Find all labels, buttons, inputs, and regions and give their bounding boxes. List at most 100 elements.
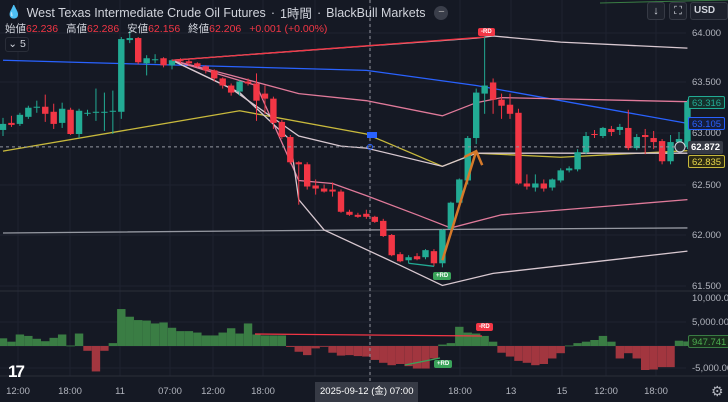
histogram-bar (226, 328, 236, 346)
histogram-bar (193, 332, 202, 346)
candle-body (329, 189, 336, 192)
indicator-count: 5 (19, 38, 26, 50)
histogram-bar (649, 346, 658, 370)
open-label: 始値 (5, 23, 26, 35)
candle-body (75, 110, 83, 134)
symbol-name: West Texas Intermediate Crude Oil Future… (26, 5, 266, 20)
candle-body (295, 162, 302, 165)
price-tick: 63.500 (692, 77, 722, 88)
histogram-bar (548, 346, 557, 359)
candle-body (658, 141, 666, 162)
candle-body (194, 63, 201, 67)
candle-body (532, 183, 539, 188)
price-tick: 64.000 (692, 28, 722, 39)
candle-body (236, 81, 243, 92)
histogram-bar (260, 335, 270, 346)
histogram-bar (235, 333, 244, 346)
histogram-bar (615, 346, 625, 359)
histogram-bar (176, 331, 185, 346)
separator: · (316, 5, 322, 20)
candle-body (515, 112, 522, 184)
histogram-bar (167, 327, 177, 346)
histogram-bar (438, 344, 447, 346)
candle-body (413, 256, 421, 260)
histogram-bar (328, 346, 337, 353)
candle-body (84, 112, 91, 114)
time-tick: 18:00 (251, 386, 275, 397)
interval[interactable]: 1時間 (279, 7, 312, 21)
candle-body (616, 126, 624, 130)
close-label: 終値 (188, 23, 210, 35)
candle-body (168, 60, 176, 66)
histogram-bar (514, 346, 523, 361)
indicator-line (171, 59, 688, 287)
gear-icon[interactable]: ⚙ (711, 383, 724, 399)
histogram-bar (632, 346, 641, 359)
yellow-ma-label: 62.835 (688, 155, 726, 168)
candle-body (642, 135, 649, 138)
hist-rd-top-tag: -RD (476, 323, 493, 331)
candle-body (287, 137, 294, 163)
chart-title[interactable]: 💧 West Texas Intermediate Crude Oil Futu… (6, 3, 449, 22)
candle-body (202, 66, 209, 71)
histogram-bar (404, 346, 413, 367)
candle-body (549, 179, 556, 188)
histogram-bar (74, 333, 84, 346)
histogram-bar (421, 346, 430, 369)
candle-body (473, 92, 480, 139)
histogram-bar (607, 341, 616, 346)
hist-last-label: 947.741 (688, 335, 728, 348)
hist-trend-line (404, 357, 441, 366)
histogram-bar (370, 346, 379, 360)
histogram-bar (49, 337, 58, 346)
histogram-bar (412, 346, 422, 369)
arrow-down-icon[interactable]: ↓ (647, 2, 665, 20)
time-tick: 11 (115, 386, 125, 397)
histogram-bar (497, 346, 506, 353)
histogram-bar (41, 341, 50, 346)
candle-body (650, 138, 657, 143)
indicators-toggle-button[interactable]: ⌄ 5 (5, 37, 29, 52)
candle-body (371, 216, 378, 222)
high-label: 高値 (66, 23, 88, 35)
candle-body (227, 85, 235, 93)
blue-ma-label: 63.105 (688, 117, 726, 130)
histogram-bar (269, 335, 278, 346)
hist-tick: 5,000.00 (692, 317, 728, 328)
hist-tick: -5,000.00 (692, 363, 728, 374)
histogram-bar (564, 345, 574, 347)
change-value: +0.001 (+0.00%) (249, 23, 328, 35)
candle-body (540, 183, 547, 189)
histogram-bar (303, 346, 312, 356)
trend-line (171, 36, 485, 61)
fullscreen-icon[interactable]: ⛶ (669, 2, 687, 20)
hist-rd-bottom-tag: +RD (434, 360, 453, 368)
candle-body (439, 229, 446, 264)
crosshair-time-label: 2025-09-12 (金) 07:00 (315, 382, 419, 402)
currency-button[interactable]: USD (690, 2, 728, 20)
histogram-bar (66, 345, 75, 347)
candle-body (244, 81, 252, 84)
histogram-bar (218, 332, 227, 346)
rd-bottom-tag: +RD (433, 272, 452, 280)
histogram-bar (24, 335, 33, 346)
broker: BlackBull Markets (326, 5, 426, 20)
candle-body (506, 104, 514, 114)
candle-body (346, 211, 353, 215)
candle-body (337, 191, 345, 212)
histogram-bar (0, 338, 8, 346)
minus-circle-icon[interactable]: − (434, 5, 449, 20)
candle-body (380, 220, 387, 237)
candle-body (363, 213, 370, 217)
histogram-bar (674, 340, 684, 346)
histogram-bar (683, 341, 692, 346)
candle-body (253, 83, 260, 101)
histogram-bar (336, 346, 346, 356)
histogram-bar (641, 346, 650, 370)
candle-body (684, 102, 691, 148)
candle-body (481, 85, 488, 94)
histogram-bar (184, 331, 194, 346)
time-tick: 13 (505, 386, 517, 397)
time-tick: 18:00 (448, 386, 472, 397)
